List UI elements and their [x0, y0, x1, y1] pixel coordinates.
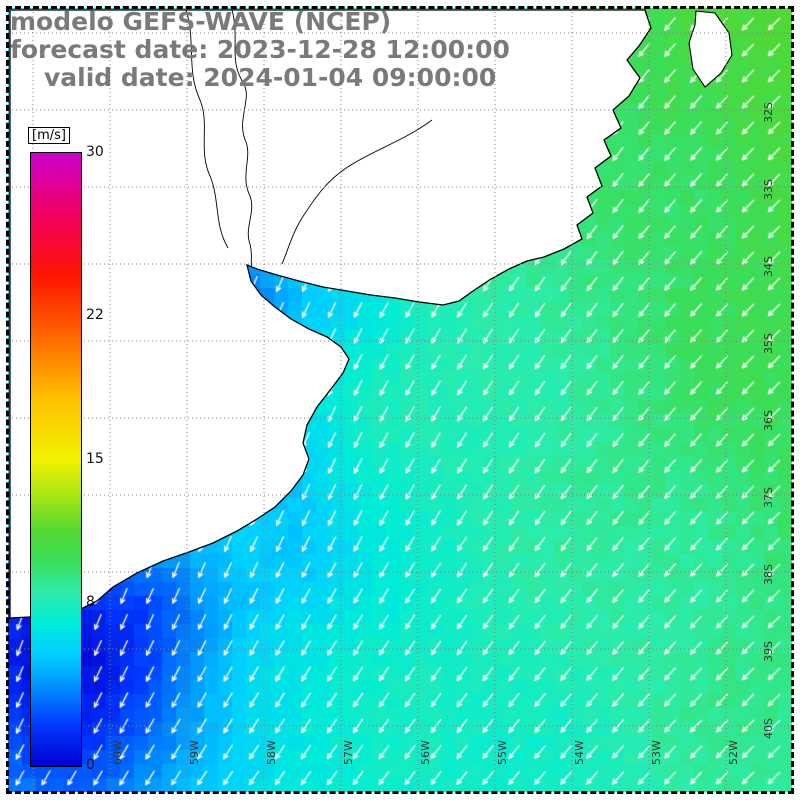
title-block: modelo GEFS-WAVE (NCEP) forecast date: 2…: [10, 8, 510, 92]
lat-label: 36S: [762, 410, 775, 431]
lon-label: 57W: [342, 740, 355, 765]
lon-label: 55W: [496, 740, 509, 765]
lat-label: 40S: [762, 718, 775, 739]
river-uruguay: [231, 9, 253, 269]
colorbar-tick-label: 15: [86, 450, 104, 467]
lat-label: 32S: [762, 102, 775, 123]
axis-labels: 60W 59W 58W 57W 56W 55W 54W 53W 52W 32S 33S 34S 35S 3…: [111, 102, 775, 765]
colorbar-tick-label: 0: [86, 757, 95, 773]
lon-label: 58W: [265, 740, 278, 765]
lat-label: 34S: [762, 256, 775, 277]
colorbar-tick-label: 8: [86, 593, 95, 610]
lon-label: 59W: [188, 740, 201, 765]
river-parana: [185, 9, 229, 249]
colorbar-tick-label: 30: [86, 144, 104, 160]
colorbar-unit-label: [m/s]: [28, 127, 70, 144]
forecast-date-label: forecast date: 2023-12-28 12:00:00: [10, 35, 510, 64]
colorbar-gradient: [30, 152, 82, 767]
lat-label: 33S: [762, 179, 775, 200]
lat-label: 39S: [762, 641, 775, 662]
lon-label: 52W: [727, 740, 740, 765]
lon-label: 53W: [650, 740, 663, 765]
lat-label: 38S: [762, 564, 775, 585]
model-title: modelo GEFS-WAVE (NCEP): [10, 7, 392, 36]
land-mass-coastline: [9, 9, 652, 619]
lat-label: 37S: [762, 487, 775, 508]
lon-label: 56W: [419, 740, 432, 765]
valid-date-label: valid date: 2024-01-04 09:00:00: [44, 63, 497, 92]
graticule: [8, 8, 792, 792]
coastal-lagoon-island: [688, 10, 733, 88]
lat-label: 35S: [762, 333, 775, 354]
colorbar-tick-label: 22: [86, 307, 104, 324]
river-negro: [281, 119, 433, 265]
lon-label: 54W: [573, 740, 586, 765]
lon-label: 60W: [111, 740, 124, 765]
